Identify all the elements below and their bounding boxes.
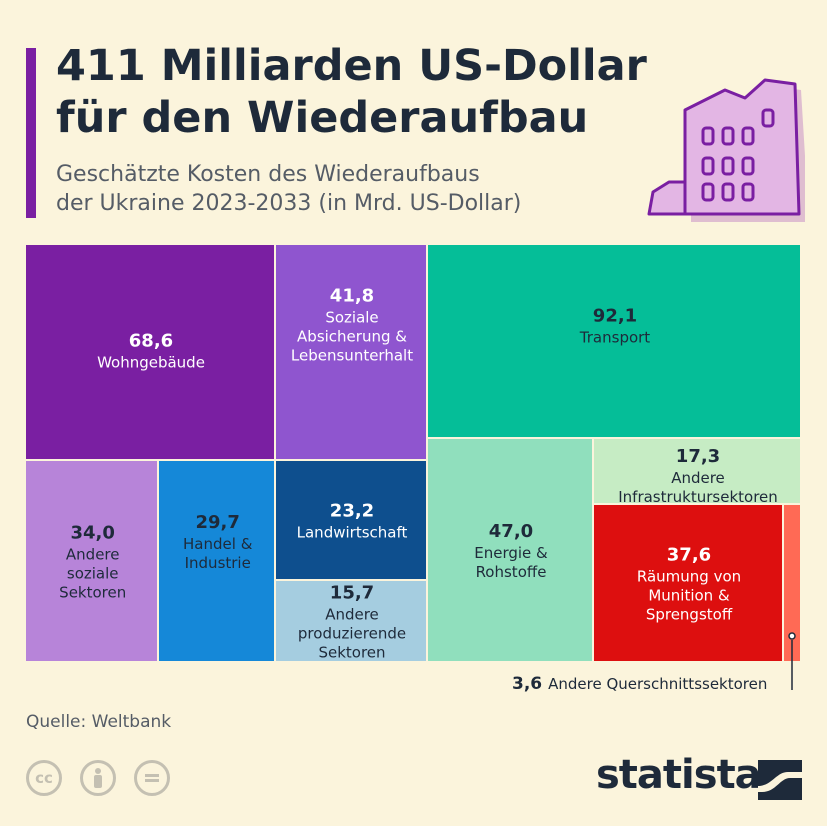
treemap-label-line: Sektoren xyxy=(318,643,386,662)
title-accent-bar xyxy=(26,48,36,218)
treemap-tile-handel-industrie xyxy=(159,461,274,661)
callout-label: Andere Querschnittssektoren xyxy=(548,675,768,693)
treemap-label-line: Industrie xyxy=(184,554,251,572)
treemap-label-handel-industrie: 29,7 Handel & Industrie xyxy=(183,511,252,573)
treemap-value: 23,2 xyxy=(329,500,375,522)
treemap-label-line: Wohngebäude xyxy=(97,353,205,372)
treemap-label-line: Landwirtschaft xyxy=(296,523,408,542)
treemap-label-energie-rohstoffe: 47,0 Energie & Rohstoffe xyxy=(474,520,548,582)
treemap-label-transport: 92,1 Transport xyxy=(580,305,650,348)
treemap-label-line: Lebensunterhalt xyxy=(290,346,414,365)
treemap-value: 15,7 xyxy=(329,582,375,604)
treemap-label-line: Andere xyxy=(671,469,725,487)
treemap-label-line: Munition & xyxy=(648,586,730,605)
title-line-2: für den Wiederaufbau xyxy=(56,93,589,143)
statista-logo-icon[interactable] xyxy=(758,760,802,800)
treemap-label-line: Räumung von xyxy=(636,567,742,586)
subtitle-line-1: Geschätzte Kosten des Wiederaufbaus xyxy=(56,162,480,187)
treemap-value: 34,0 xyxy=(70,522,115,544)
treemap-label-line: Sektoren xyxy=(59,583,127,602)
callout-leader-line xyxy=(788,632,796,690)
building-icon xyxy=(647,78,805,222)
subtitle: Geschätzte Kosten des Wiederaufbaus der … xyxy=(56,160,521,218)
treemap-label-landwirtschaft: 23,2 Landwirtschaft xyxy=(297,500,408,543)
callout-querschnitt: 3,6 Andere Querschnittssektoren xyxy=(512,674,767,694)
treemap-label-line: Handel & xyxy=(183,535,253,553)
treemap-value: 29,7 xyxy=(195,512,240,533)
treemap-value: 47,0 xyxy=(488,521,534,542)
treemap-tile-andere-soziale xyxy=(26,461,158,661)
treemap-tile-transport xyxy=(428,245,800,437)
treemap-value: 68,6 xyxy=(128,330,174,352)
cc-icon[interactable]: cc xyxy=(26,760,62,796)
treemap-label-line: Rohstoffe xyxy=(475,563,547,581)
treemap-label-andere-produzierende: 15,7 Andere produzierende Sektoren xyxy=(298,582,406,663)
treemap-label-line: Andere xyxy=(65,545,120,564)
no-derivatives-icon[interactable] xyxy=(134,760,170,796)
treemap-tile-andere-infrastruktur xyxy=(594,439,800,503)
page-title: 411 Milliarden US-Dollar für den Wiedera… xyxy=(56,40,647,144)
treemap-label-line: Transport xyxy=(579,328,651,347)
subtitle-line-2: der Ukraine 2023-2033 (in Mrd. US-Dollar… xyxy=(56,191,522,216)
treemap-tile-energie-rohstoffe xyxy=(428,439,592,661)
statista-logo-text[interactable]: statista xyxy=(596,752,762,798)
treemap-label-line: Sprengstoff xyxy=(645,605,733,624)
treemap-label-wohngebaeude: 68,6 Wohngebäude xyxy=(97,330,205,373)
treemap-tile-andere-produzierende xyxy=(276,581,426,661)
treemap-tile-landwirtschaft xyxy=(276,461,426,580)
treemap-label-line: produzierende xyxy=(297,624,407,643)
treemap-value: 41,8 xyxy=(329,285,375,307)
treemap-label-line: Infrastruktursektoren xyxy=(618,488,778,506)
treemap-label-andere-soziale: 34,0 Andere soziale Sektoren xyxy=(59,522,126,603)
treemap-label-line: Energie & xyxy=(474,544,548,562)
treemap-label-raeumung-munition: 37,6 Räumung von Munition & Sprengstoff xyxy=(637,544,741,625)
treemap-tile-wohngebaeude xyxy=(26,245,274,459)
treemap-label-andere-infrastruktur: 17,3 Andere Infrastruktursektoren xyxy=(618,445,778,507)
treemap-tile-raeumung-munition xyxy=(594,505,782,661)
treemap-label-line: Soziale xyxy=(325,308,379,327)
attribution-icon[interactable] xyxy=(80,760,116,796)
treemap-label-line: Andere xyxy=(325,605,379,624)
license-icons: cc xyxy=(26,760,170,796)
treemap-value: 17,3 xyxy=(675,446,721,467)
treemap-value: 92,1 xyxy=(592,305,638,327)
treemap-label-soziale-absicherung: 41,8 Soziale Absicherung & Lebensunterhalt xyxy=(291,285,413,366)
treemap-value: 37,6 xyxy=(666,544,712,566)
source-note: Quelle: Weltbank xyxy=(26,712,172,732)
callout-value: 3,6 xyxy=(512,674,543,694)
title-line-1: 411 Milliarden US-Dollar xyxy=(56,41,647,91)
treemap-label-line: soziale xyxy=(66,564,119,583)
treemap-tile-soziale-absicherung xyxy=(276,245,426,459)
treemap-label-line: Absicherung & xyxy=(297,327,407,346)
